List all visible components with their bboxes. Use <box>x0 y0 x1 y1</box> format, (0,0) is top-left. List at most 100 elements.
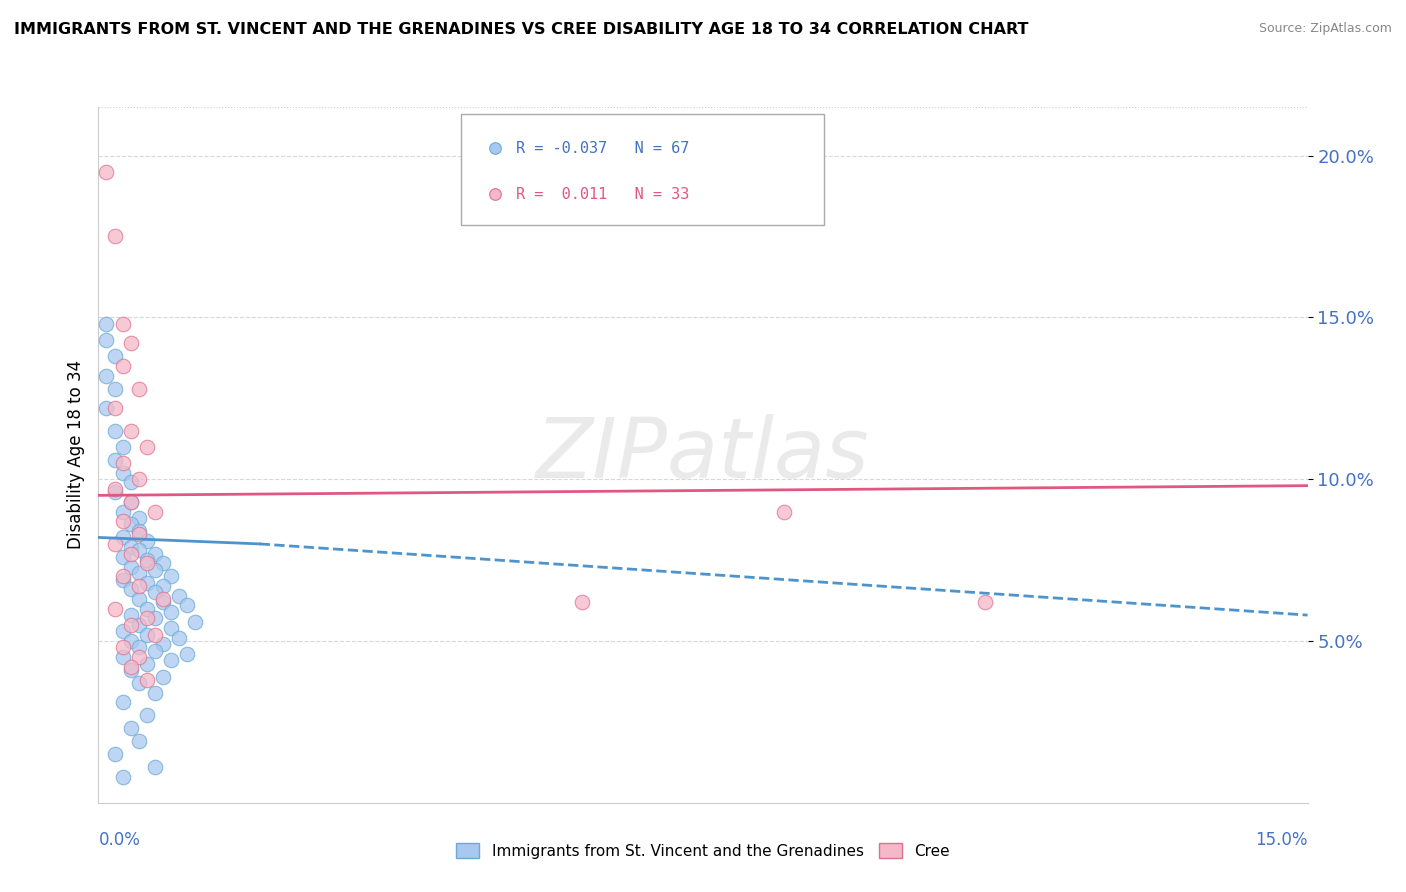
Point <box>128 524 150 538</box>
Point <box>120 617 142 632</box>
Point <box>571 595 593 609</box>
FancyBboxPatch shape <box>461 114 824 226</box>
Point <box>128 579 150 593</box>
Point <box>111 456 134 470</box>
Point <box>103 401 125 415</box>
Point <box>128 382 150 396</box>
Point <box>167 631 190 645</box>
Point <box>143 686 166 700</box>
Point <box>143 585 166 599</box>
Point <box>96 401 118 415</box>
Point <box>120 660 142 674</box>
Point <box>111 504 134 518</box>
Point <box>111 640 134 655</box>
Point <box>772 504 794 518</box>
Point <box>103 349 125 363</box>
Point <box>160 569 183 583</box>
Point <box>143 563 166 577</box>
Point <box>128 734 150 748</box>
Point <box>135 657 157 671</box>
Point <box>176 647 198 661</box>
Y-axis label: Disability Age 18 to 34: Disability Age 18 to 34 <box>66 360 84 549</box>
Point <box>111 696 134 710</box>
Point <box>152 557 174 571</box>
Point <box>135 553 157 567</box>
Point <box>128 591 150 606</box>
Point <box>120 495 142 509</box>
Point <box>974 595 997 609</box>
Point <box>120 336 142 351</box>
Point <box>128 511 150 525</box>
Point <box>160 605 183 619</box>
Point <box>111 514 134 528</box>
Point <box>103 382 125 396</box>
Point <box>143 611 166 625</box>
Point <box>103 601 125 615</box>
Point <box>120 663 142 677</box>
Text: R = -0.037   N = 67: R = -0.037 N = 67 <box>516 141 689 156</box>
Point <box>120 517 142 532</box>
Point <box>128 640 150 655</box>
Point <box>135 611 157 625</box>
Point <box>135 708 157 723</box>
Point <box>111 770 134 784</box>
Text: ZIPatlas: ZIPatlas <box>536 415 870 495</box>
Point <box>135 533 157 548</box>
Point <box>128 617 150 632</box>
Point <box>128 650 150 665</box>
Point <box>143 760 166 774</box>
Point <box>103 229 125 244</box>
Point <box>143 547 166 561</box>
Point <box>96 165 118 179</box>
Point <box>152 637 174 651</box>
Point <box>152 591 174 606</box>
Point <box>120 559 142 574</box>
Text: R =  0.011   N = 33: R = 0.011 N = 33 <box>516 186 689 202</box>
Point <box>176 599 198 613</box>
Legend: Immigrants from St. Vincent and the Grenadines, Cree: Immigrants from St. Vincent and the Gren… <box>450 837 956 864</box>
Point <box>111 466 134 480</box>
Point <box>135 601 157 615</box>
Point <box>103 452 125 467</box>
Point <box>143 627 166 641</box>
Point <box>111 531 134 545</box>
Point <box>128 472 150 486</box>
Point <box>120 582 142 597</box>
Point <box>103 537 125 551</box>
Point <box>120 547 142 561</box>
Point <box>111 650 134 665</box>
Point <box>128 566 150 580</box>
Point <box>120 495 142 509</box>
Point <box>128 543 150 558</box>
Point <box>111 569 134 583</box>
Point <box>135 575 157 590</box>
Point <box>96 333 118 347</box>
Point <box>96 368 118 383</box>
Point <box>135 627 157 641</box>
Point <box>152 579 174 593</box>
Point <box>103 485 125 500</box>
Point <box>120 475 142 490</box>
Point <box>135 440 157 454</box>
Point <box>160 621 183 635</box>
Point <box>120 608 142 623</box>
Point <box>143 643 166 657</box>
Point <box>135 673 157 687</box>
Text: Source: ZipAtlas.com: Source: ZipAtlas.com <box>1258 22 1392 36</box>
Point <box>103 424 125 438</box>
Text: 15.0%: 15.0% <box>1256 830 1308 848</box>
Point <box>111 624 134 639</box>
Point <box>96 317 118 331</box>
Point <box>152 595 174 609</box>
Point <box>111 317 134 331</box>
Point <box>111 440 134 454</box>
Point <box>111 573 134 587</box>
Point <box>103 482 125 496</box>
Point <box>111 359 134 373</box>
Point <box>167 589 190 603</box>
Point <box>120 424 142 438</box>
Point <box>152 670 174 684</box>
Point <box>184 615 207 629</box>
Point <box>160 653 183 667</box>
Point <box>128 527 150 541</box>
